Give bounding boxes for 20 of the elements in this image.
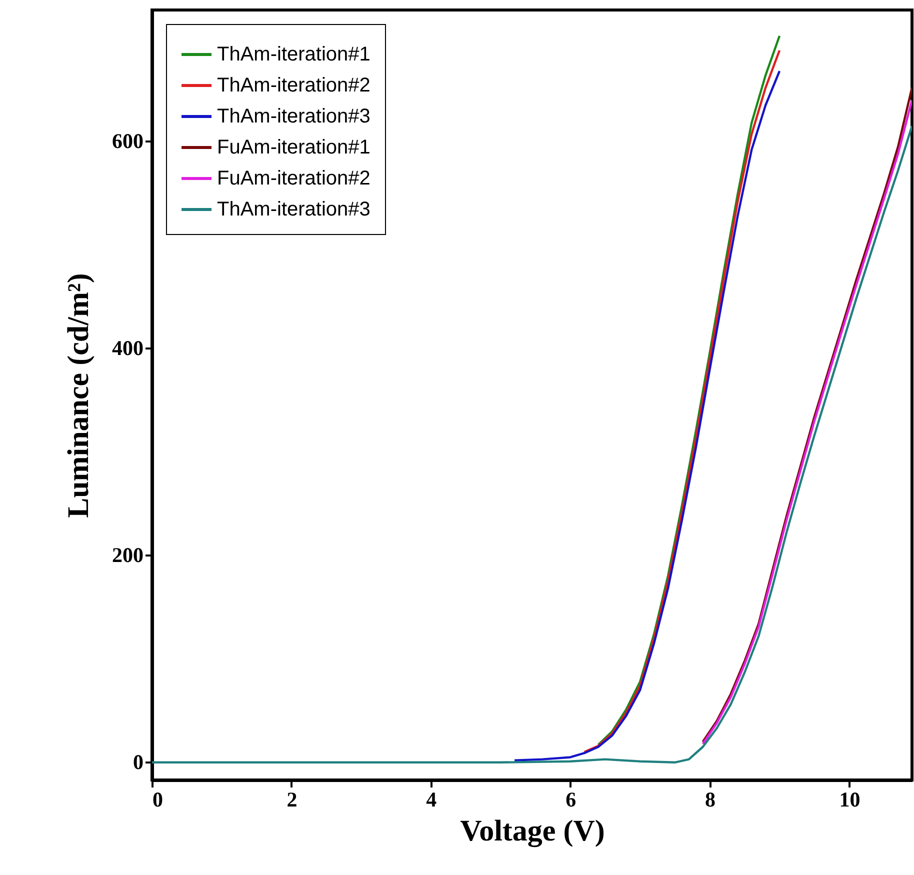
line-series: [152, 124, 912, 764]
x-tick-label: 0: [152, 788, 163, 812]
x-tick-label: 6: [566, 788, 576, 812]
x-tick-label: 2: [286, 788, 298, 812]
y-tick-label: 200: [112, 542, 144, 567]
y-tick-label: 0: [133, 750, 144, 774]
x-tick-label: 8: [705, 788, 716, 812]
y-axis-title: Luminance (cd/m²): [62, 273, 95, 518]
x-axis-title: Voltage (V): [460, 814, 605, 848]
x-tick-label: 10: [839, 788, 860, 812]
legend-label: FuAm-iteration#2: [217, 168, 370, 190]
legend-label: ThAm-iteration#3: [217, 198, 370, 220]
legend-label: ThAm-iteration#2: [217, 74, 370, 96]
y-tick-label: 400: [112, 336, 144, 360]
legend-label: ThAm-iteration#3: [217, 106, 370, 128]
legend-label: ThAm-iteration#1: [217, 44, 370, 66]
legend-label: FuAm-iteration#1: [217, 136, 370, 158]
line-series: [513, 70, 781, 762]
x-tick-label: 4: [426, 788, 438, 812]
y-tick-label: 600: [112, 128, 144, 153]
